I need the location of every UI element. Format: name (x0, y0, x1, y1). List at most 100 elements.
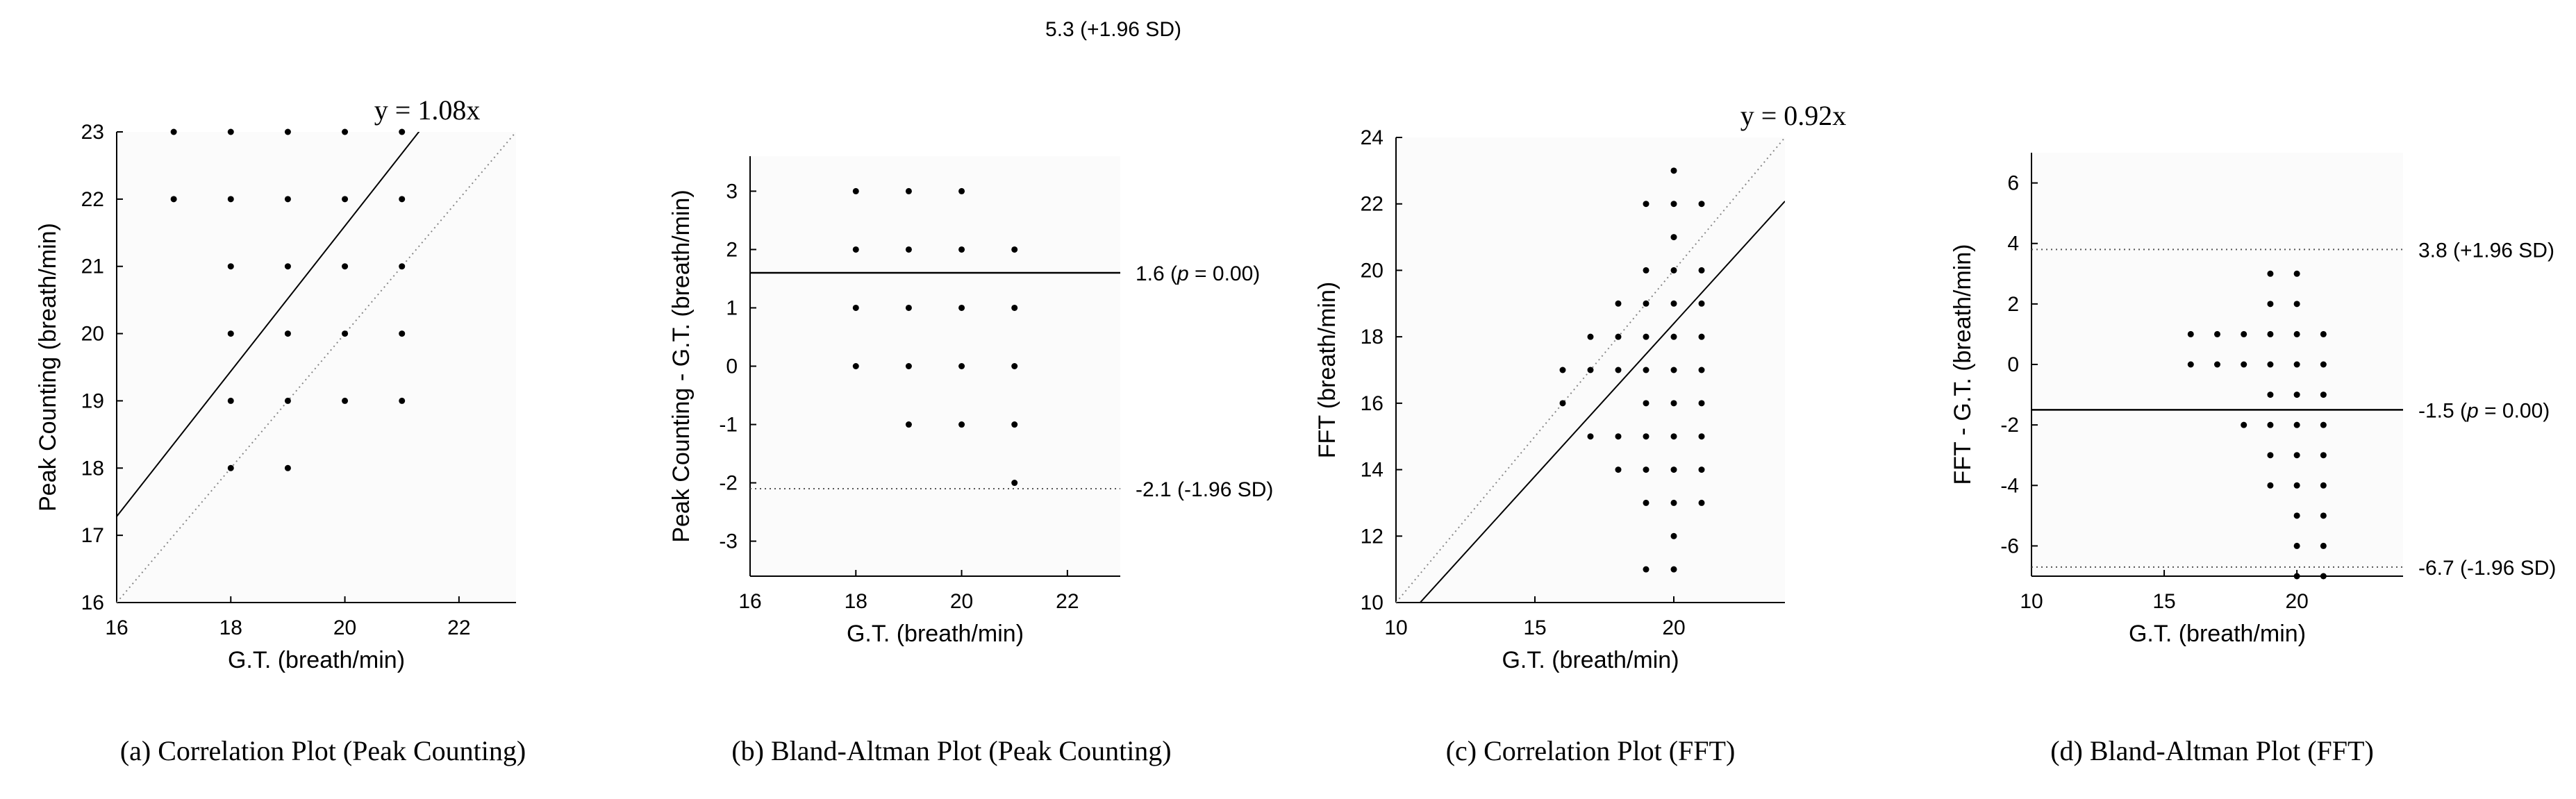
data-point (1670, 201, 1677, 208)
y-tick-label: 19 (81, 389, 104, 412)
x-tick-label: 18 (219, 616, 242, 639)
x-tick-label: 20 (333, 616, 356, 639)
y-tick-label: 22 (1361, 193, 1383, 216)
upper-limit-label: 3.8 (+1.96 SD) (2418, 239, 2554, 262)
data-point (342, 128, 349, 135)
y-tick-label: 18 (81, 457, 104, 480)
panel-caption: (a) Correlation Plot (Peak Counting) (120, 735, 526, 766)
y-tick-label: 16 (1361, 392, 1383, 415)
data-point (1011, 480, 1018, 487)
data-point (284, 128, 291, 135)
y-tick-label: -2 (2000, 414, 2019, 437)
y-tick-label: 20 (1361, 259, 1383, 282)
data-point (2320, 392, 2327, 398)
data-point (1011, 246, 1018, 253)
data-point (1698, 201, 1705, 208)
data-point (1615, 333, 1622, 340)
data-point (2320, 330, 2327, 337)
lower-limit-label: -6.7 (-1.96 SD) (2418, 557, 2556, 580)
data-point (284, 330, 291, 337)
data-point (958, 246, 965, 253)
data-point (2293, 482, 2300, 489)
x-tick-label: 16 (738, 590, 761, 613)
data-point (1643, 466, 1650, 473)
data-point (2293, 392, 2300, 398)
data-point (227, 263, 234, 270)
y-tick-label: -2 (719, 472, 738, 495)
data-point (1670, 499, 1677, 506)
upper-limit-label: 5.3 (+1.96 SD) (1045, 18, 1181, 41)
data-point (2293, 301, 2300, 308)
y-tick-label: 16 (81, 591, 104, 614)
fit-equation: y = 0.92x (1740, 100, 1847, 131)
data-point (1559, 400, 1566, 407)
data-point (1587, 433, 1594, 440)
x-axis-label: G.T. (breath/min) (847, 621, 1024, 647)
x-tick-label: 20 (950, 590, 973, 613)
data-point (2214, 330, 2220, 337)
data-point (905, 246, 912, 253)
data-point (1643, 201, 1650, 208)
data-point (1698, 300, 1705, 307)
y-axis-label: FFT (breath/min) (1314, 282, 1340, 458)
y-tick-label: 21 (81, 255, 104, 278)
x-tick-label: 22 (447, 616, 470, 639)
y-tick-label: 14 (1361, 459, 1383, 482)
data-point (399, 196, 406, 203)
y-tick-label: 23 (81, 121, 104, 144)
data-point (1615, 433, 1622, 440)
data-point (2293, 573, 2300, 580)
data-point (2293, 512, 2300, 519)
y-axis-label: Peak Counting (breath/min) (35, 223, 61, 512)
data-point (2267, 330, 2274, 337)
y-axis-label: Peak Counting - G.T. (breath/min) (668, 190, 695, 542)
data-point (2293, 421, 2300, 428)
y-tick-label: 2 (726, 238, 738, 261)
x-axis-label: G.T. (breath/min) (1502, 647, 1679, 673)
fit-line (1419, 201, 1785, 603)
data-point (2320, 573, 2327, 580)
data-point (2320, 542, 2327, 549)
data-point (1670, 234, 1677, 241)
data-point (1670, 333, 1677, 340)
data-point (2241, 330, 2247, 337)
data-point (342, 397, 349, 404)
mean-label-p: p (1177, 262, 1189, 285)
y-tick-label: 0 (726, 355, 738, 378)
data-point (227, 397, 234, 404)
data-point (1698, 499, 1705, 506)
data-point (1670, 400, 1677, 407)
y-tick-label: 2 (2007, 293, 2019, 316)
data-point (2267, 452, 2274, 459)
fit-line (117, 132, 420, 517)
mean-label-p: p (2466, 399, 2479, 422)
data-point (2267, 421, 2274, 428)
panel-a: 16 18 20 22 16 17 18 19 20 21 22 23 G.T. (breath/min… (35, 94, 526, 766)
data-point (2320, 361, 2327, 368)
data-point (399, 397, 406, 404)
data-point (342, 263, 349, 270)
x-tick-label: 22 (1056, 590, 1079, 613)
data-point (905, 187, 912, 194)
x-tick-label: 18 (845, 590, 867, 613)
x-tick-label: 16 (105, 616, 128, 639)
x-tick-label: 15 (1523, 616, 1546, 639)
data-point (2293, 330, 2300, 337)
data-point (1670, 167, 1677, 174)
data-point (227, 128, 234, 135)
data-point (284, 397, 291, 404)
y-tick-label: -4 (2000, 474, 2019, 497)
mean-label-prefix: 1.6 ( (1136, 262, 1177, 285)
data-point (399, 128, 406, 135)
data-point (2241, 361, 2247, 368)
x-tick-label: 20 (2285, 590, 2308, 613)
data-point (852, 187, 859, 194)
data-point (905, 304, 912, 311)
data-point (1011, 363, 1018, 369)
y-tick-label: 10 (1361, 591, 1383, 614)
data-point (1643, 499, 1650, 506)
mean-label-suffix: = 0.00) (1189, 262, 1261, 285)
data-point (1587, 367, 1594, 373)
y-tick-label: -3 (719, 530, 738, 553)
panel-d: 10 15 20 -6 -4 -2 0 2 4 6 G.T. (breath/min) FFT - G… (1950, 153, 2556, 766)
